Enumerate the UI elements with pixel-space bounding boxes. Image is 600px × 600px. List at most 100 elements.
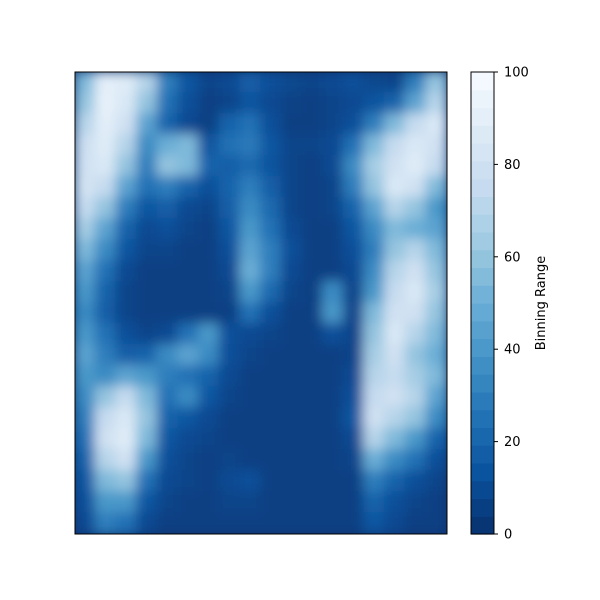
- heatmap-cell: [218, 72, 242, 94]
- heatmap-cell: [136, 218, 159, 241]
- heatmap-cell: [115, 72, 138, 94]
- heatmap-cell: [384, 428, 407, 451]
- heatmap-cell: [342, 260, 366, 283]
- heatmap-cell: [75, 134, 97, 157]
- heatmap-cell: [322, 134, 345, 157]
- heatmap-cell: [260, 365, 283, 388]
- heatmap-cell: [425, 407, 447, 430]
- heatmap-cell: [177, 344, 200, 367]
- heatmap-cell: [177, 302, 200, 325]
- heatmap-cell: [198, 470, 221, 493]
- heatmap-cell: [136, 344, 159, 367]
- heatmap-cell: [322, 407, 345, 430]
- heatmap-cell: [136, 281, 159, 304]
- heatmap-cell: [115, 386, 138, 409]
- heatmap-cell: [177, 428, 200, 451]
- heatmap-cell: [198, 155, 221, 178]
- heatmap-cell: [404, 302, 428, 325]
- heatmap-cell: [260, 323, 283, 346]
- heatmap-cell: [156, 260, 180, 283]
- heatmap-cell: [404, 470, 428, 493]
- heatmap-cell: [177, 407, 200, 430]
- heatmap-cell: [260, 134, 283, 157]
- heatmap-cell: [218, 344, 242, 367]
- heatmap-cell: [136, 239, 159, 262]
- colorbar-band: [471, 480, 494, 500]
- heatmap-cell: [198, 344, 221, 367]
- heatmap-cell: [363, 386, 386, 409]
- heatmap-cell: [404, 407, 428, 430]
- heatmap-cell: [75, 218, 97, 241]
- heatmap-cell: [198, 72, 221, 94]
- heatmap-cell: [75, 197, 97, 220]
- heatmap-cell: [342, 239, 366, 262]
- heatmap-cell: [260, 344, 283, 367]
- heatmap-cell: [75, 113, 97, 136]
- colorbar-band: [471, 178, 494, 197]
- heatmap-cell: [404, 491, 428, 514]
- colorbar-band: [471, 196, 494, 215]
- heatmap-cell: [280, 428, 304, 451]
- colorbar-band: [471, 72, 494, 91]
- heatmap-cell: [94, 428, 118, 451]
- heatmap-cell: [75, 239, 97, 262]
- colorbar-band: [471, 285, 494, 304]
- heatmap-cell: [260, 176, 283, 199]
- heatmap-cell: [384, 92, 407, 115]
- heatmap-cell: [425, 323, 447, 346]
- heatmap-cell: [156, 302, 180, 325]
- heatmap-cell: [322, 512, 345, 534]
- heatmap-cell: [322, 239, 345, 262]
- heatmap-cell: [280, 323, 304, 346]
- heatmap-cell: [115, 428, 138, 451]
- heatmap-cell: [363, 365, 386, 388]
- heatmap-cell: [156, 134, 180, 157]
- heatmap-cell: [280, 470, 304, 493]
- heatmap-cell: [239, 470, 262, 493]
- heatmap-cell: [404, 72, 428, 94]
- heatmap-cell: [198, 176, 221, 199]
- heatmap-cell: [115, 155, 138, 178]
- heatmap-cell: [342, 323, 366, 346]
- heatmap-cell: [425, 176, 447, 199]
- heatmap-cell: [239, 407, 262, 430]
- heatmap-cell: [404, 218, 428, 241]
- heatmap-cell: [363, 281, 386, 304]
- heatmap-cell: [280, 281, 304, 304]
- heatmap-cell: [384, 491, 407, 514]
- heatmap-cell: [301, 470, 324, 493]
- heatmap-cell: [280, 386, 304, 409]
- heatmap-cell: [280, 260, 304, 283]
- heatmap-cell: [280, 302, 304, 325]
- heatmap-cell: [239, 72, 262, 94]
- heatmap-cell: [384, 134, 407, 157]
- heatmap-cell: [156, 239, 180, 262]
- heatmap-cell: [156, 470, 180, 493]
- heatmap-cell: [260, 218, 283, 241]
- heatmap-cell: [404, 428, 428, 451]
- heatmap-cell: [115, 239, 138, 262]
- heatmap-cell: [280, 176, 304, 199]
- heatmap-cell: [425, 113, 447, 136]
- heatmap-cell: [322, 281, 345, 304]
- heatmap-cell: [218, 449, 242, 472]
- heatmap-cell: [177, 155, 200, 178]
- heatmap-cell: [384, 512, 407, 534]
- heatmap-cell: [218, 155, 242, 178]
- heatmap-cell: [384, 155, 407, 178]
- heatmap-cell: [280, 449, 304, 472]
- heatmap-cell: [239, 281, 262, 304]
- heatmap-cell: [322, 323, 345, 346]
- heatmap-cell: [239, 134, 262, 157]
- colorbar-gradient: [471, 72, 494, 535]
- heatmap-cell: [322, 491, 345, 514]
- heatmap-cell: [301, 72, 324, 94]
- heatmap-cell: [260, 72, 283, 94]
- heatmap-cell: [425, 92, 447, 115]
- heatmap-cell: [322, 302, 345, 325]
- heatmap-cell: [384, 386, 407, 409]
- heatmap-cell: [342, 365, 366, 388]
- heatmap-cell: [115, 92, 138, 115]
- heatmap-cell: [425, 491, 447, 514]
